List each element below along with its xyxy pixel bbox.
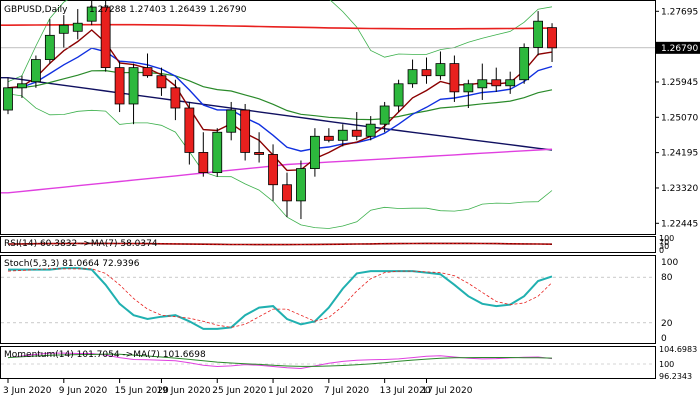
candle-body [393,83,404,107]
price-tick-label: 1.23320 [661,184,698,194]
candle-body [547,27,557,49]
momentum-tick-label: 96.2343 [659,372,692,381]
candle-body [58,24,69,34]
candle-body [170,87,181,109]
candle-body [254,152,265,155]
candle-body [240,109,251,153]
candle-body [407,69,418,85]
candle-body [17,83,27,89]
candle-body [491,79,502,87]
rsi-ma-line [7,243,553,245]
candle-body [365,123,376,137]
time-tick-label: 19 Jun 2020 [156,386,210,396]
candle-body [268,154,278,186]
stoch-pane-border [0,255,656,344]
ma-10-line [7,47,553,152]
candle-body [226,109,237,133]
momentum-tick-label: 104.6983 [659,345,697,354]
ma-30-line [7,69,553,121]
candle-body [323,135,334,141]
candle-body [86,6,97,22]
current-price-badge [655,41,700,54]
time-tick-label: 1 Jul 2020 [268,386,313,396]
candle-body [3,87,13,111]
candle-body [477,79,488,89]
candle-body [184,107,195,153]
time-tick-label: 13 Jul 2020 [380,386,431,396]
rsi-tick-label: 30 [659,242,669,251]
candle-body [533,20,543,48]
momentum-label: Momentum(14) 101.7054 ->MA(7) 101.6698 [4,350,206,360]
candle-body [30,59,41,83]
bollinger-lower-line [7,93,553,229]
rsi-label: RSI(14) 60.3832 ->MA(7) 58.0374 [4,239,158,249]
time-tick-label: 17 Jul 2020 [422,386,473,396]
candle-body [463,83,474,93]
candle-body [449,63,460,93]
candle-body [519,47,530,81]
momentum-pane-border [0,346,656,379]
candle-body [212,131,223,174]
time-tick-label: 25 Jun 2020 [212,386,266,396]
candle-body [309,135,320,169]
candle-body [198,152,209,174]
candle-body [72,22,83,32]
price-tick-label: 1.22445 [661,219,698,229]
stoch-label: Stoch(5,3,3) 81.0664 72.9396 [4,259,140,269]
price-axis: 1.27695 1.25945 1.25070 1.24195 1.23320 1.224… [655,7,700,229]
candle-body [142,67,153,77]
ma-200-line [1,23,553,30]
momentum-tick-label: 100 [659,360,674,369]
price-tick-label: 1.24195 [661,149,698,159]
rsi-tick-label: 100 [659,234,674,243]
candle-body [100,6,111,69]
ma-5-line [7,29,553,172]
stoch-main-line [8,267,553,330]
candle-body [351,129,362,137]
time-tick-label: 3 Jun 2020 [3,386,52,396]
time-tick-label: 15 Jun 2020 [115,386,169,396]
candles [3,0,557,220]
price-tick-label: 1.27695 [661,7,698,17]
candle-body [128,67,139,105]
candle-body [505,79,516,87]
candle-body [44,34,55,60]
candle-body [435,63,446,77]
momentum-ma-line [7,353,553,367]
rsi-tick-label: 0 [659,246,664,255]
candle-body [379,105,390,125]
stoch-tick-label: 80 [661,273,673,283]
ma-100-line [1,76,553,151]
candle-body [296,168,306,202]
stoch-tick-label: 100 [661,258,678,268]
bollinger-upper-line [7,0,553,83]
rsi-pane-border [0,236,656,253]
ohlc-label: 1.27288 1.27403 1.26439 1.26790 [89,5,247,15]
time-tick-label: 7 Jul 2020 [324,386,369,396]
candle-body [114,67,125,105]
stoch-signal-line [7,268,553,328]
time-tick-label: 9 Jun 2020 [59,386,108,396]
stoch-tick-label: 20 [661,319,673,329]
price-tick-label: 1.25070 [661,113,698,123]
current-price-label: 1.26790 [661,44,698,54]
symbol-label: GBPUSD,Daily [4,5,68,15]
candle-body [282,184,292,202]
candle-body [156,75,167,89]
rsi-tick-label: 70 [659,238,669,247]
candle-body [337,129,348,141]
stoch-tick-label: 0 [661,334,667,344]
price-tick-label: 1.25945 [661,78,698,88]
candle-body [421,69,432,77]
